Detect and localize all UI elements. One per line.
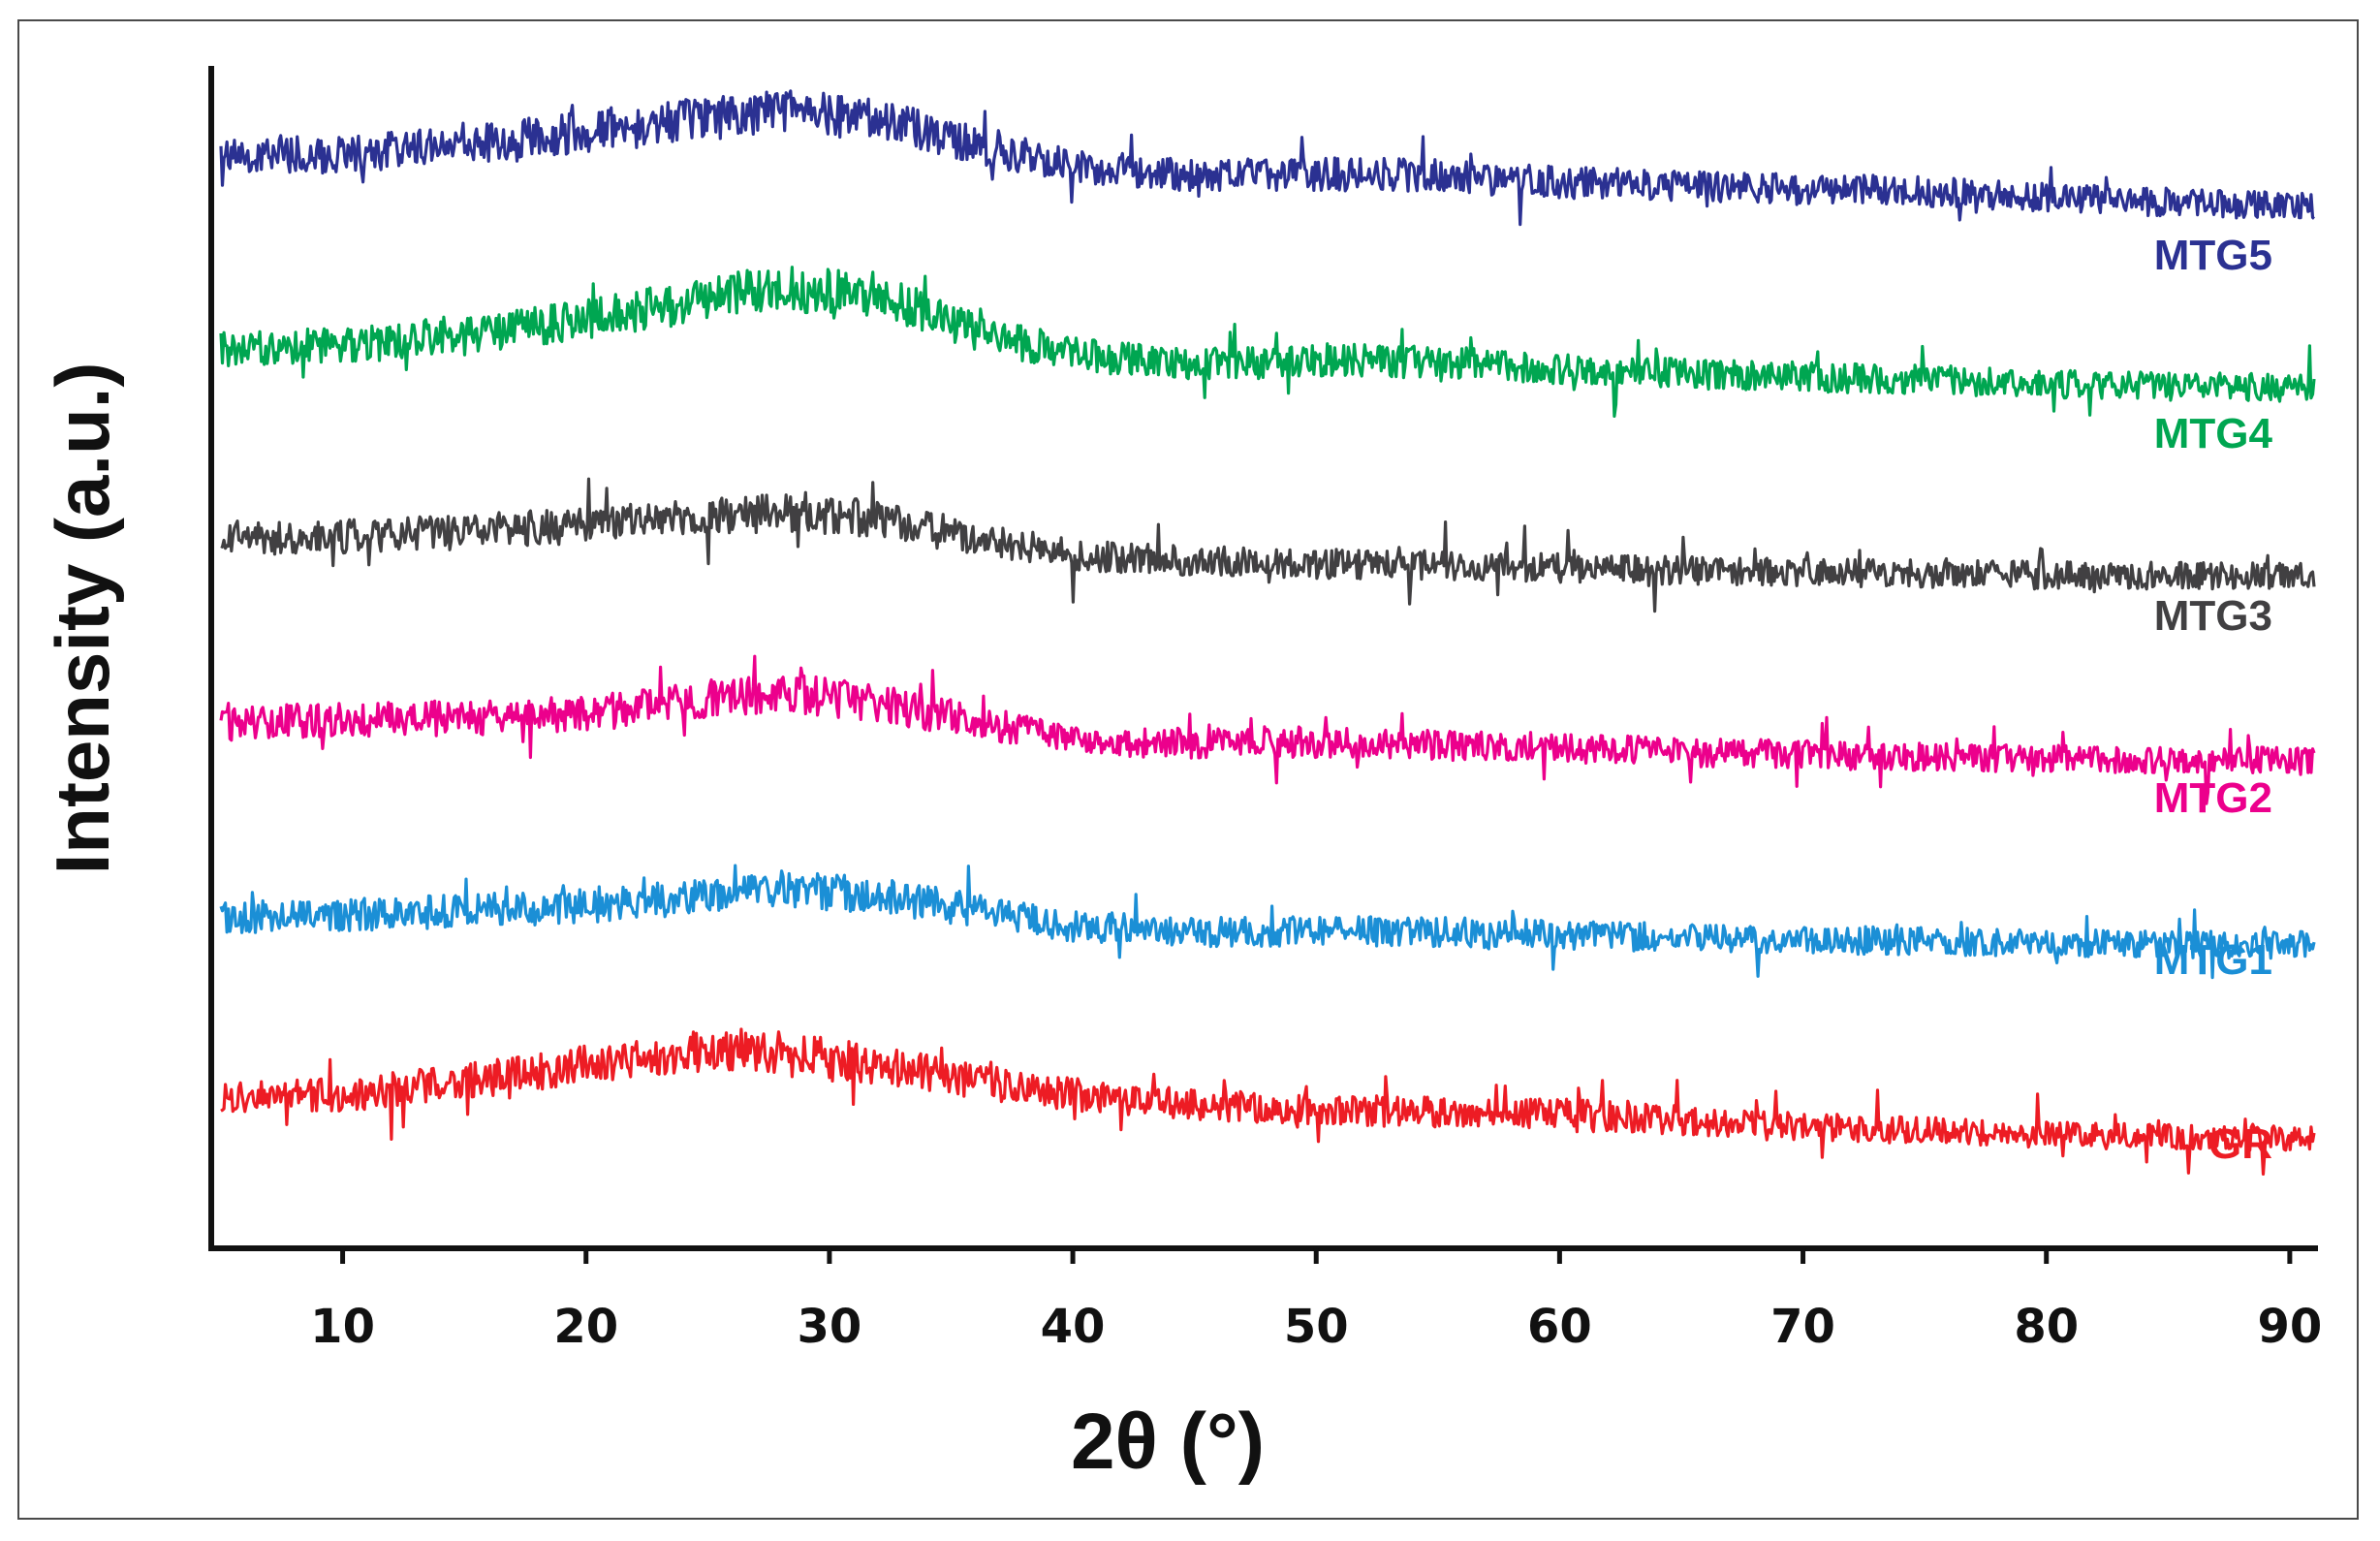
series-line-mtg5 — [219, 89, 2315, 227]
x-tick-label: 10 — [310, 1300, 375, 1354]
x-axis-title: 2θ (°) — [1071, 1398, 1265, 1486]
series-line-mtg1 — [219, 864, 2316, 980]
series-label-mtg4: MTG4 — [2154, 410, 2273, 457]
series-line-mtg2 — [219, 654, 2316, 805]
series-label-gr: GR — [2208, 1120, 2272, 1168]
series-label-mtg2: MTG2 — [2154, 774, 2272, 822]
x-tick-label: 60 — [1527, 1300, 1592, 1354]
chart-frame — [17, 19, 2359, 1520]
series-label-mtg3: MTG3 — [2154, 592, 2272, 640]
y-axis-title: Intensity (a.u.) — [40, 362, 125, 875]
x-tick-label: 50 — [1284, 1300, 1349, 1354]
series-label-mtg5: MTG5 — [2154, 232, 2272, 279]
x-tick-label: 80 — [2014, 1300, 2079, 1354]
series-labels: MTG5 MTG4 MTG3 MTG2 MTG1 GR — [2154, 232, 2273, 1168]
x-tick-label: 20 — [553, 1300, 618, 1354]
x-tick-label: 70 — [1770, 1300, 1835, 1354]
axes — [208, 66, 2318, 1251]
series-line-gr — [220, 1027, 2316, 1176]
series-traces — [219, 89, 2316, 1176]
x-ticks: 10 20 30 40 50 60 70 80 90 — [310, 1248, 2322, 1354]
x-tick-label: 30 — [798, 1300, 862, 1354]
x-tick-label: 90 — [2257, 1300, 2322, 1354]
x-tick-label: 40 — [1041, 1300, 1106, 1354]
series-label-mtg1: MTG1 — [2154, 936, 2272, 984]
series-line-mtg3 — [220, 477, 2316, 613]
series-line-mtg4 — [219, 266, 2316, 418]
